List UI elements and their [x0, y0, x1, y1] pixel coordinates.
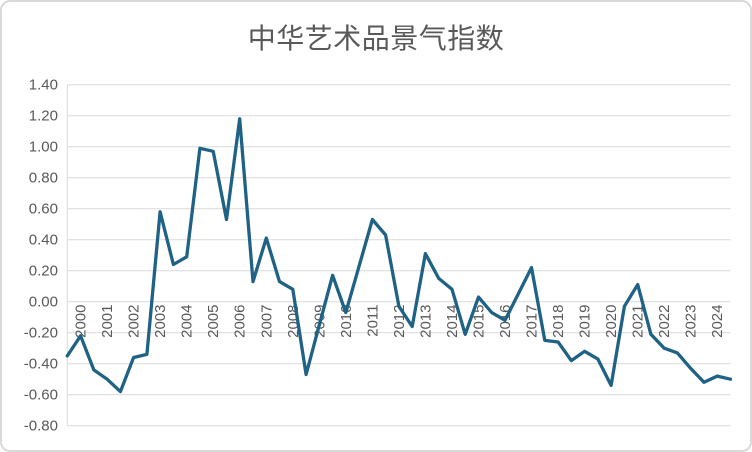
x-axis-label: 2002 — [126, 305, 143, 338]
x-axis-label: 2023 — [683, 305, 700, 338]
x-axis-label: 2022 — [656, 305, 673, 338]
y-axis-label: 0.20 — [29, 263, 58, 280]
x-axis-label: 2019 — [577, 305, 594, 338]
y-axis-label: 0.40 — [29, 232, 58, 249]
x-axis-label: 2004 — [179, 305, 196, 338]
x-axis-label: 2017 — [524, 305, 541, 338]
x-axis-label: 2005 — [205, 305, 222, 338]
y-axis-label: -0.40 — [24, 356, 58, 373]
x-axis-label: 2018 — [550, 305, 567, 338]
x-axis-label: 2007 — [258, 305, 275, 338]
y-axis-label: -0.80 — [24, 418, 58, 435]
y-axis-label: -0.60 — [24, 387, 58, 404]
x-axis-label: 2020 — [603, 305, 620, 338]
x-axis-label: 2010 — [338, 305, 355, 338]
y-axis-label: 1.40 — [29, 77, 58, 94]
y-axis-label: 0.00 — [29, 294, 58, 311]
y-axis-label: 0.60 — [29, 201, 58, 218]
x-axis-label: 2024 — [709, 305, 726, 338]
x-axis-label: 2015 — [470, 304, 487, 337]
x-axis-label: 2014 — [444, 305, 461, 338]
x-axis-label: 2011 — [364, 305, 381, 337]
series-line — [65, 117, 733, 394]
x-axis-label: 2000 — [73, 305, 90, 338]
y-axis-label: -0.20 — [24, 325, 58, 342]
x-axis-label: 2003 — [152, 305, 169, 338]
x-axis-label: 2001 — [99, 305, 116, 338]
y-axis-label: 1.00 — [29, 139, 58, 156]
x-axis-label: 2013 — [417, 305, 434, 338]
x-axis-label: 2006 — [232, 305, 249, 338]
chart-title: 中华艺术品景气指数 — [247, 23, 505, 54]
x-axis-label: 2021 — [630, 305, 647, 338]
y-axis-label: 1.20 — [29, 108, 58, 125]
y-axis-label: 0.80 — [29, 170, 58, 187]
